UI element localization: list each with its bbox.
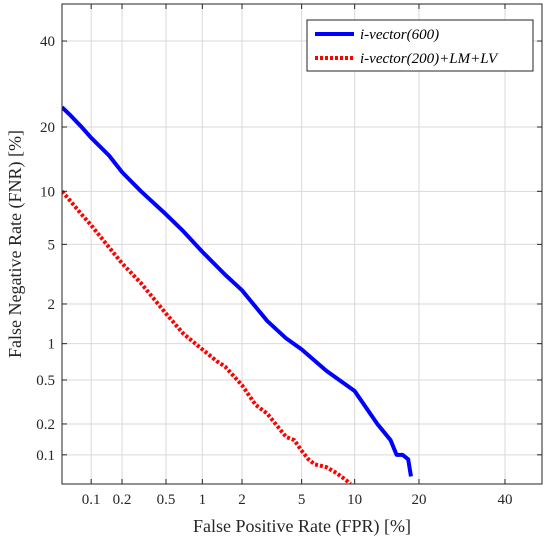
y-tick-label: 0.5: [36, 373, 55, 389]
x-tick-label: 0.1: [82, 492, 101, 508]
x-tick-label: 5: [298, 492, 306, 508]
y-axis-title: False Negative Rate (FNR) [%]: [5, 130, 26, 358]
grid-lines: [62, 4, 542, 484]
y-tick-label: 5: [48, 237, 56, 253]
x-tick-label: 10: [347, 492, 362, 508]
x-axis-title: False Positive Rate (FPR) [%]: [193, 516, 411, 537]
legend-label-ivector600: i-vector(600): [360, 27, 439, 43]
x-axis-ticks: 0.1 0.2 0.5 1 2 5 10 20 40: [82, 4, 512, 508]
legend-box: [306, 19, 534, 72]
x-tick-label: 40: [497, 492, 512, 508]
x-tick-label: 2: [238, 492, 246, 508]
y-tick-label: 20: [40, 120, 55, 136]
x-tick-label: 0.5: [157, 492, 176, 508]
series-line-ivector200-lm-lv: [62, 190, 352, 484]
y-tick-label: 2: [48, 297, 56, 313]
y-axis-ticks: 0.1 0.2 0.5 1 2 5 10 20 40: [36, 34, 542, 464]
legend: i-vector(600) i-vector(200)+LM+LV: [306, 19, 534, 72]
series-layer: [62, 105, 413, 484]
y-tick-label: 0.1: [36, 448, 55, 464]
x-tick-label: 0.2: [113, 492, 132, 508]
legend-label-ivector200-lm-lv: i-vector(200)+LM+LV: [360, 51, 499, 67]
y-tick-label: 1: [48, 337, 56, 353]
x-tick-label: 20: [411, 492, 426, 508]
y-tick-label: 10: [40, 184, 55, 200]
y-tick-label: 40: [40, 34, 55, 50]
x-tick-label: 1: [199, 492, 207, 508]
y-tick-label: 0.2: [36, 417, 55, 433]
series-line-ivector600: [62, 105, 413, 477]
